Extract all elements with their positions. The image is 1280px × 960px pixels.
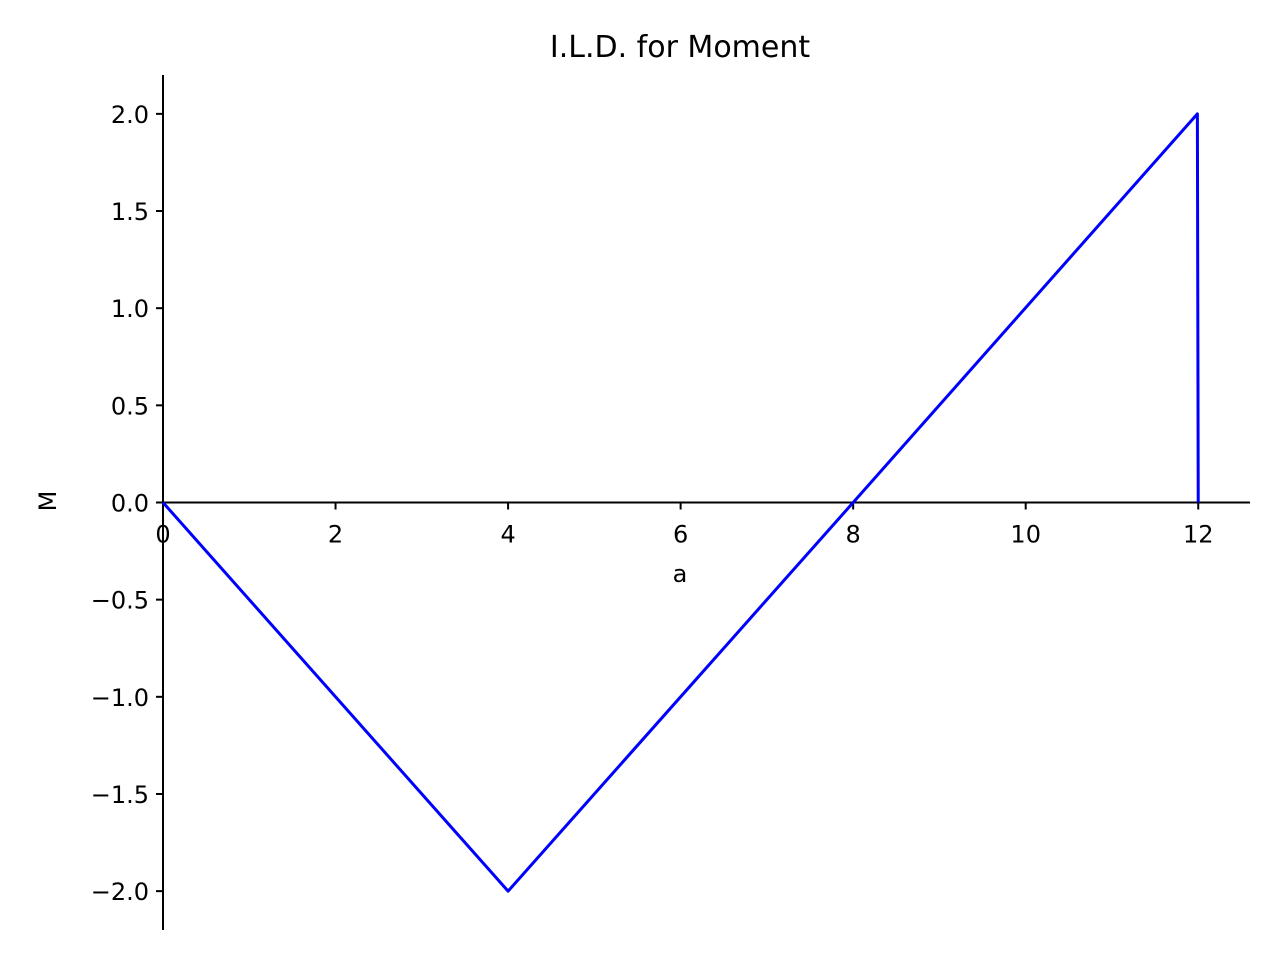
y-axis-label: M (34, 491, 62, 512)
series-line (161, 112, 1200, 893)
axes (162, 75, 1250, 930)
y-tick-label: −1.0 (91, 684, 149, 712)
y-tick-label: 2.0 (111, 101, 149, 129)
x-tick-label: 12 (1183, 521, 1214, 549)
x-tick-label: 10 (1010, 521, 1041, 549)
x-tick-label: 2 (328, 521, 343, 549)
y-ticks: −2.0 −1.5 −1.0 −0.5 0.0 0.5 1.0 1.5 2.0 (91, 101, 163, 906)
x-tick-label: 8 (846, 521, 861, 549)
x-tick-label: 6 (673, 521, 688, 549)
y-tick-label: 1.0 (111, 295, 149, 323)
y-tick-label: 0.0 (111, 490, 149, 518)
x-axis-label: a (673, 560, 688, 588)
x-ticks: 0 2 4 6 8 10 12 (155, 502, 1214, 549)
chart-title: I.L.D. for Moment (550, 30, 811, 65)
x-tick-label: 0 (155, 521, 170, 549)
y-tick-label: −1.5 (91, 781, 149, 809)
y-tick-label: −0.5 (91, 587, 149, 615)
y-tick-label: 0.5 (111, 392, 149, 420)
y-tick-label: 1.5 (111, 198, 149, 226)
y-tick-label: −2.0 (91, 878, 149, 906)
series (161, 112, 1200, 893)
x-tick-label: 4 (500, 521, 515, 549)
